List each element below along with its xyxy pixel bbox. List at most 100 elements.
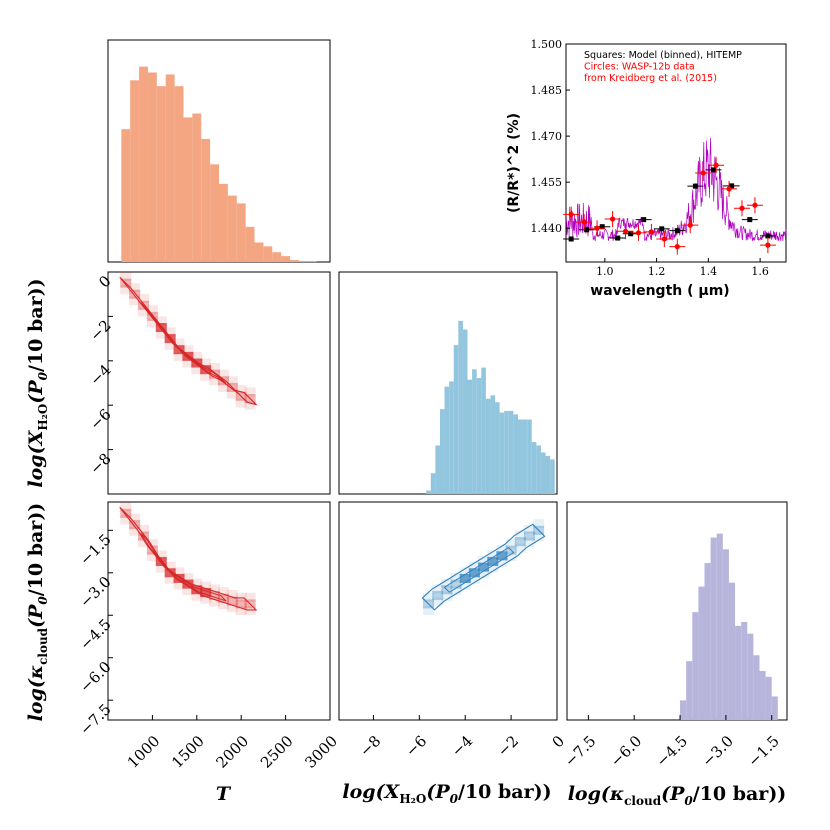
density-cell <box>468 568 480 578</box>
density-cell <box>209 584 221 594</box>
data-point <box>726 186 732 192</box>
density-cell <box>155 329 167 339</box>
hist-bar <box>227 195 237 262</box>
hist-bar <box>298 261 308 262</box>
density-cell <box>533 532 545 542</box>
density-cell <box>533 519 545 529</box>
hist-bar <box>281 256 291 262</box>
density-cell <box>164 340 176 350</box>
density-cell <box>164 561 176 571</box>
y-tick-label: −1.5 <box>76 530 114 568</box>
hist-bar <box>467 379 473 494</box>
density-cell <box>200 365 212 375</box>
x-label-temperature: T <box>216 783 232 805</box>
hist-bar <box>490 395 496 494</box>
density-cell <box>200 358 212 368</box>
x-tick-label: −4 <box>448 732 476 760</box>
density-cell <box>129 289 141 299</box>
density-cell <box>459 567 471 577</box>
hist-bar <box>444 386 450 494</box>
density-cell <box>505 539 517 549</box>
inset-legend-line: Circles: WASP-12b data <box>584 62 695 73</box>
data-point <box>609 216 616 222</box>
hist-bar <box>531 442 537 494</box>
density-cell <box>468 574 480 584</box>
hist-bar <box>435 445 440 494</box>
density-cell <box>191 351 203 361</box>
inset-y-tick-label: 1.440 <box>531 222 563 235</box>
corner-plot-cloud-vs-temperature <box>119 502 258 615</box>
density-cell <box>129 283 141 293</box>
density-cell <box>226 590 238 600</box>
density-cell <box>514 543 526 553</box>
density-cell <box>173 338 185 348</box>
density-cell <box>146 552 158 562</box>
density-cell <box>523 524 535 534</box>
hist-bar <box>426 490 431 494</box>
hist-bar <box>722 549 729 720</box>
data-point <box>568 211 574 218</box>
density-cell <box>235 398 247 408</box>
model-bin-square <box>584 227 590 233</box>
contour-outer <box>119 506 258 611</box>
hist-bar <box>290 260 299 262</box>
inset-x-tick-label: 1.0 <box>596 265 614 278</box>
density-cell <box>155 550 167 560</box>
density-cell <box>487 556 499 566</box>
x-tick-label: −7.5 <box>561 732 599 770</box>
hist-bar <box>462 329 468 494</box>
density-cell <box>200 594 212 604</box>
density-cell <box>514 537 526 547</box>
hist-bar <box>156 86 166 263</box>
density-cell <box>441 578 453 588</box>
density-cell <box>138 524 150 534</box>
density-cell <box>129 513 141 523</box>
inset-x-tick-label: 1.6 <box>751 265 769 278</box>
x-tick-label: 0 <box>549 732 568 751</box>
inset-y-tick-label: 1.470 <box>531 130 563 143</box>
hist-bar <box>517 419 523 494</box>
x-label-cloud: log(κcloud(P0/10 bar)) <box>568 783 787 808</box>
contour-outer <box>421 523 546 611</box>
hist-bar <box>504 410 509 494</box>
hist-bar <box>307 261 317 262</box>
hist-bar <box>121 129 131 262</box>
hist-bar <box>704 563 711 720</box>
density-cell <box>468 561 480 571</box>
data-point <box>635 230 642 236</box>
density-cell <box>422 605 434 615</box>
density-cell <box>226 596 238 606</box>
hist-bar <box>476 377 482 494</box>
model-bin-square <box>615 235 621 241</box>
density-cell <box>129 526 141 536</box>
hist-bar <box>710 537 717 720</box>
hist-bar <box>499 412 505 494</box>
hist-bar <box>753 655 760 720</box>
hist-bar <box>513 414 518 494</box>
density-cell <box>450 579 462 589</box>
inset-x-tick-label: 1.4 <box>700 265 718 278</box>
density-cell <box>478 556 490 566</box>
x-tick-label: −1.5 <box>744 732 782 770</box>
density-cell <box>244 400 256 410</box>
inset-legend-line: from Kreidberg et al. (2015) <box>584 73 717 84</box>
hist-bar <box>686 661 693 720</box>
density-cell <box>120 271 132 281</box>
contour-inner <box>140 302 227 384</box>
density-cell <box>182 586 194 596</box>
y-tick-label: 0 <box>95 272 114 291</box>
contour-inner <box>443 546 515 593</box>
density-cell <box>523 531 535 541</box>
model-bin-square <box>628 231 634 237</box>
inset-y-tick-label: 1.485 <box>531 84 563 97</box>
data-point <box>752 202 758 208</box>
density-cell <box>129 520 141 530</box>
hist-bar <box>449 381 454 494</box>
x-tick-label: −2 <box>494 732 522 760</box>
hist-bar <box>210 164 219 262</box>
model-bin-square <box>729 183 735 189</box>
density-cell <box>209 376 221 386</box>
hist-bar <box>147 72 157 263</box>
model-bin-square <box>659 226 665 232</box>
